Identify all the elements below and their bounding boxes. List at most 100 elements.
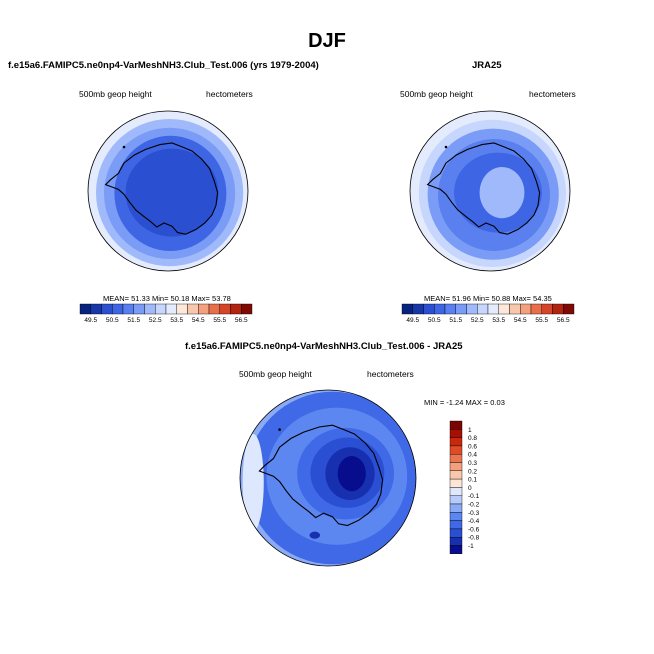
colorbar-swatch: [90, 303, 102, 315]
colorbar-swatch: [112, 303, 124, 315]
colorbar-tick-label: 55.5: [535, 317, 548, 324]
colorbar-tick-label: 0.2: [468, 468, 477, 475]
colorbar-swatch: [434, 303, 446, 315]
antarctica-coastline: [426, 142, 541, 235]
colorbar-tick-label: 0: [468, 485, 472, 492]
figure-title: DJF: [308, 30, 346, 52]
colorbar-swatch: [412, 303, 424, 315]
antarctica-coastline: [104, 142, 219, 235]
colorbar-tick-label: 0.1: [468, 477, 477, 484]
colorbar-tick-label: 52.5: [149, 317, 162, 324]
colorbar-tick-label: 51.5: [127, 317, 140, 324]
colorbar-2: 49.5 50.5 51.5 52.5 53.5 54.5 55.5 56.5: [401, 303, 575, 324]
colorbar-swatch: [198, 303, 210, 315]
colorbar-swatch: [144, 303, 156, 315]
colorbar-swatch: [122, 303, 134, 315]
contour-band-dark: [309, 531, 321, 539]
colorbar-tick-label: -0.6: [468, 526, 480, 533]
island-dot: [122, 145, 126, 149]
colorbar-swatch: [230, 303, 242, 315]
panel3-title: f.e15a6.FAMIPC5.ne0np4-VarMeshNH3.Club_T…: [185, 341, 463, 352]
colorbar-swatch: [563, 303, 575, 315]
colorbar-swatch: [449, 420, 463, 430]
colorbar-swatch: [530, 303, 542, 315]
colorbar-3: 10.80.6 0.40.30.2 0.10-0.1 -0.2-0.3-0.4-0.6…: [449, 420, 480, 555]
colorbar-tick-label: -0.2: [468, 502, 480, 509]
colorbar-swatch: [449, 429, 463, 438]
colorbar-swatch: [101, 303, 113, 315]
panel1-title: f.e15a6.FAMIPC5.ne0np4-VarMeshNH3.Club_T…: [8, 60, 319, 71]
colorbar-swatch: [552, 303, 564, 315]
map-boundary: [239, 389, 417, 567]
colorbar-swatch: [449, 462, 463, 472]
island-dot: [444, 145, 448, 149]
colorbar-swatch: [449, 537, 463, 546]
colorbar-tick-label: 0.6: [468, 443, 477, 450]
contour-band: [125, 148, 219, 237]
colorbar-swatch: [449, 520, 463, 530]
colorbar-swatch: [449, 454, 463, 463]
antarctica-coastline: [258, 424, 384, 527]
colorbar-1: 49.5 50.5 51.5 52.5 53.5 54.5 55.5 56.5: [79, 303, 253, 324]
colorbar-tick-label: -0.1: [468, 493, 480, 500]
colorbar-tick-label: 0.3: [468, 460, 477, 467]
contour-band: [479, 167, 525, 219]
polar-map-2: [409, 110, 571, 272]
colorbar-tick-label: 51.5: [449, 317, 462, 324]
colorbar-swatch: [449, 445, 463, 455]
colorbar-swatch: [208, 303, 220, 315]
polar-map-3: [239, 389, 417, 567]
map-boundary: [87, 110, 249, 272]
panel3-stats: MIN = -1.24 MAX = 0.03: [424, 398, 505, 407]
map-fields-2: [410, 111, 570, 271]
map-fields-1: [88, 111, 248, 271]
colorbar-swatch: [449, 487, 463, 496]
contour-band: [337, 456, 366, 492]
colorbar-swatch: [449, 470, 463, 480]
panel3-right-label: hectometers: [367, 369, 414, 379]
colorbar-swatch: [449, 437, 463, 447]
colorbar-swatch: [455, 303, 467, 315]
map-boundary: [409, 110, 571, 272]
colorbar-swatch: [509, 303, 521, 315]
colorbar-tick-label: 49.5: [84, 317, 97, 324]
colorbar-tick-label: 56.5: [235, 317, 248, 324]
colorbar-swatch: [449, 503, 463, 513]
colorbar-swatch: [520, 303, 532, 315]
island-dot: [278, 428, 281, 431]
colorbar-tick-label: 54.5: [192, 317, 205, 324]
colorbar-swatch: [165, 303, 177, 315]
colorbar-swatch: [444, 303, 456, 315]
colorbar-swatch: [219, 303, 231, 315]
contour-band-light: [242, 434, 264, 531]
colorbar-tick-label: -0.3: [468, 510, 480, 517]
panel1-left-label: 500mb geop height: [79, 89, 152, 99]
panel2-left-label: 500mb geop height: [400, 89, 473, 99]
colorbar-tick-label: 0.8: [468, 435, 477, 442]
colorbar-tick-label: 55.5: [213, 317, 226, 324]
colorbar-swatch: [449, 545, 463, 555]
colorbar-swatch: [487, 303, 499, 315]
colorbar-swatch: [449, 512, 463, 521]
colorbar-swatch: [155, 303, 167, 315]
polar-map-1: [87, 110, 249, 272]
panel2-stats: MEAN= 51.96 Min= 50.88 Max= 54.35: [424, 294, 552, 303]
colorbar-tick-label: -0.8: [468, 535, 480, 542]
colorbar-swatch: [449, 528, 463, 538]
colorbar-tick-label: 50.5: [106, 317, 119, 324]
colorbar-swatch: [477, 303, 489, 315]
panel2-right-label: hectometers: [529, 89, 576, 99]
colorbar-swatch: [79, 303, 91, 315]
panel2-title: JRA25: [472, 60, 502, 71]
colorbar-tick-label: -0.4: [468, 518, 480, 525]
panel1-stats: MEAN= 51.33 Min= 50.18 Max= 53.78: [103, 294, 231, 303]
colorbar-swatch: [466, 303, 478, 315]
colorbar-swatch: [241, 303, 253, 315]
colorbar-swatch: [541, 303, 553, 315]
colorbar-swatch: [498, 303, 510, 315]
panel3-left-label: 500mb geop height: [239, 369, 312, 379]
colorbar-tick-label: 1: [468, 427, 472, 434]
colorbar-swatch: [449, 495, 463, 505]
colorbar-tick-label: 0.4: [468, 452, 477, 459]
